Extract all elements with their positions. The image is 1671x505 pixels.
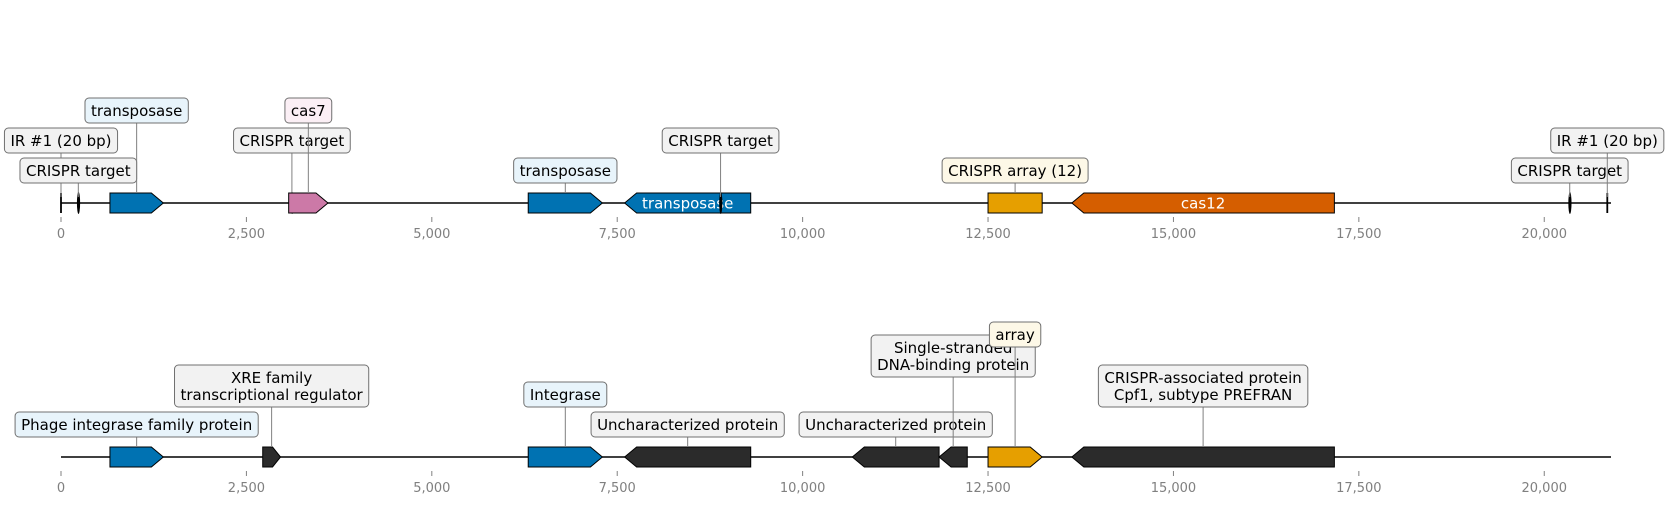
label-box <box>14 411 259 438</box>
label-text: Phage integrase family protein <box>21 416 252 434</box>
feature-array: array <box>987 321 1043 468</box>
label-box <box>513 157 618 184</box>
feature-inline-label: transposase <box>642 195 733 213</box>
axis-tick-label: 12,500 <box>965 227 1011 242</box>
label-box <box>798 411 993 438</box>
label-text: cas7 <box>291 102 326 120</box>
feature-arrow <box>623 446 752 468</box>
track-bottom: 0 2,500 5,000 7,500 10,000 12,500 15,000 17,500… <box>14 321 1611 496</box>
feature-arrow <box>1071 446 1335 468</box>
label-text: DNA-binding protein <box>877 356 1029 374</box>
target-mark <box>76 192 81 214</box>
label-box <box>1550 127 1665 154</box>
label-text: CRISPR array (12) <box>948 162 1082 180</box>
label-text: transcriptional regulator <box>181 386 364 404</box>
axis-tick-label: 17,500 <box>1336 227 1382 242</box>
feature-uncharacterized-2: Uncharacterized protein <box>798 411 993 468</box>
feature-arrow <box>527 446 604 468</box>
axis-tick-label: 2,500 <box>228 227 265 242</box>
feature-arrow <box>288 192 329 214</box>
label-text: XRE family <box>231 369 312 387</box>
label-box <box>284 97 333 124</box>
label-box <box>1097 364 1309 408</box>
label-text: Uncharacterized protein <box>805 416 986 434</box>
label-text: array <box>995 326 1034 344</box>
feature-arrow <box>851 446 940 468</box>
label-text: Uncharacterized protein <box>597 416 778 434</box>
feature-cas7: cas7 <box>284 97 333 214</box>
axis-tick-label: 2,500 <box>228 481 265 496</box>
feature-inline-label: cas12 <box>1181 195 1225 213</box>
feature-crispr-target-4: CRISPR target <box>1510 157 1629 214</box>
axis-tick-label: 12,500 <box>965 481 1011 496</box>
axis-tick-label: 5,000 <box>413 227 450 242</box>
label-text: CRISPR target <box>240 132 345 150</box>
label-text: Cpf1, subtype PREFRAN <box>1114 386 1292 404</box>
feature-arrow <box>938 446 968 468</box>
feature-arrow <box>109 446 165 468</box>
feature-arrow <box>527 192 604 214</box>
axis-tick-label: 10,000 <box>780 481 826 496</box>
label-text: Integrase <box>530 386 601 404</box>
label-text: IR #1 (20 bp) <box>10 132 111 150</box>
axis-tick-label: 15,000 <box>1151 481 1197 496</box>
feature-arrow <box>987 446 1043 468</box>
label-text: Single-stranded <box>894 339 1012 357</box>
label-box <box>523 381 608 408</box>
axis-tick-label: 7,500 <box>599 481 636 496</box>
feature-arrow <box>109 192 165 214</box>
axis-tick-label: 5,000 <box>413 481 450 496</box>
feature-crispr-target-1: CRISPR target <box>19 157 138 214</box>
feature-arrow <box>987 192 1043 214</box>
label-box <box>174 364 370 408</box>
label-text: CRISPR target <box>668 132 773 150</box>
label-box <box>3 127 119 154</box>
label-box <box>233 127 351 154</box>
feature-crispr-array: CRISPR array (12) <box>941 157 1089 214</box>
axis-tick-label: 7,500 <box>599 227 636 242</box>
target-mark <box>719 192 723 214</box>
label-box <box>84 97 189 124</box>
feature-uncharacterized-1: Uncharacterized protein <box>590 411 785 468</box>
axis-tick-label: 15,000 <box>1151 227 1197 242</box>
label-box <box>988 321 1042 348</box>
label-box <box>941 157 1089 184</box>
axis-tick-label: 20,000 <box>1522 227 1568 242</box>
feature-phage-integrase: Phage integrase family protein <box>14 411 259 468</box>
axis-tick-label: 0 <box>57 227 65 242</box>
label-text: CRISPR-associated protein <box>1104 369 1301 387</box>
feature-ir-right: IR #1 (20 bp) <box>1550 127 1665 213</box>
axis-tick-label: 10,000 <box>780 227 826 242</box>
feature-arrow <box>1071 192 1335 214</box>
feature-integrase: Integrase <box>523 381 608 468</box>
axis-tick-label: 20,000 <box>1522 481 1568 496</box>
feature-transposase-3: transposase <box>623 192 752 214</box>
track-top: 0 2,500 5,000 7,500 10,000 12,500 15,000 17,500… <box>3 97 1665 242</box>
label-text: CRISPR target <box>1517 162 1622 180</box>
axis-tick-label: 17,500 <box>1336 481 1382 496</box>
target-mark <box>1568 192 1572 214</box>
feature-arrow <box>623 192 752 214</box>
feature-crispr-target-3: CRISPR target <box>661 127 780 214</box>
label-text: CRISPR target <box>26 162 131 180</box>
label-text: IR #1 (20 bp) <box>1557 132 1658 150</box>
axis-tick-label: 0 <box>57 481 65 496</box>
feature-arrow <box>262 446 282 468</box>
label-text: transposase <box>91 102 182 120</box>
feature-transposase-2: transposase <box>513 157 618 214</box>
label-box <box>661 127 780 154</box>
label-text: transposase <box>520 162 611 180</box>
feature-cas12: cas12 <box>1071 192 1335 214</box>
label-box <box>590 411 785 438</box>
feature-transposase-1: transposase <box>84 97 189 214</box>
label-box <box>1510 157 1629 184</box>
